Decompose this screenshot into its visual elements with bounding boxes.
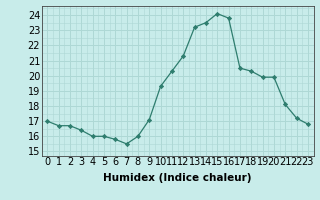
X-axis label: Humidex (Indice chaleur): Humidex (Indice chaleur)	[103, 173, 252, 183]
